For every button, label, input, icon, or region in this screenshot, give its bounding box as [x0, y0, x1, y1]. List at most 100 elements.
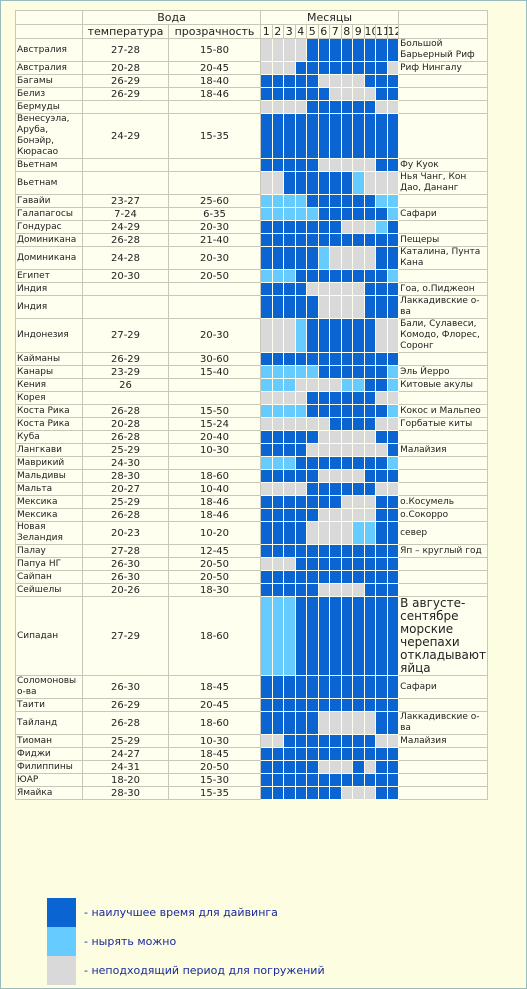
- month-cell: [363, 352, 376, 366]
- month-cell: [329, 220, 342, 234]
- month-cell: [317, 596, 330, 676]
- month-cell: [329, 233, 342, 247]
- temperature: [82, 100, 169, 114]
- month-cell: [329, 786, 342, 800]
- visibility: 30-60: [168, 352, 261, 366]
- row: Мексика 25-29 18-46 о.Косумель: [15, 495, 489, 509]
- country: Багамы: [15, 74, 83, 88]
- month-cell: [294, 596, 307, 676]
- country: Тайланд: [15, 711, 83, 735]
- month-cell: [260, 443, 273, 457]
- row: Галапагосы 7-24 6-35 Сафари: [15, 207, 489, 221]
- month-cell: [352, 87, 365, 101]
- month-cell: [386, 269, 400, 283]
- month-cell: [386, 544, 400, 558]
- month-cell: [294, 100, 307, 114]
- month-cell: [271, 773, 284, 787]
- month-cell: [306, 583, 319, 597]
- country: Кения: [15, 378, 83, 392]
- month-cell: [352, 61, 365, 75]
- month-cell: [271, 378, 284, 392]
- row: Кайманы 26-29 30-60: [15, 352, 489, 366]
- month-cell: [329, 74, 342, 88]
- month-cell: [317, 430, 330, 444]
- month-cell: [283, 773, 296, 787]
- note: [398, 773, 489, 787]
- month-cell: [294, 675, 307, 699]
- month-cell: [375, 295, 388, 319]
- month-cell: [375, 734, 388, 748]
- month-cell: [352, 233, 365, 247]
- month-cell: [375, 74, 388, 88]
- month-cell: [283, 38, 296, 62]
- month-cell: [363, 495, 376, 509]
- month-cell: [363, 469, 376, 483]
- note: Большой Барьерный Риф: [398, 38, 489, 62]
- month-cell: [283, 171, 296, 195]
- month-cell: [340, 544, 353, 558]
- month-cell: [386, 352, 400, 366]
- month-cell: [306, 698, 319, 712]
- row: Соломоновы о-ва 26-30 18-45 Сафари: [15, 675, 489, 699]
- country: Индонезия: [15, 318, 83, 353]
- country: Канары: [15, 365, 83, 379]
- country: Куба: [15, 430, 83, 444]
- month-cell: [329, 596, 342, 676]
- country: Индия: [15, 282, 83, 296]
- temperature: 26-28: [82, 233, 169, 247]
- month-cell: [306, 443, 319, 457]
- month-cell: [363, 171, 376, 195]
- month-cell: [271, 194, 284, 208]
- month-cell: [294, 295, 307, 319]
- month-cell: [352, 443, 365, 457]
- month-cell: [271, 675, 284, 699]
- month-cell: [386, 596, 400, 676]
- month-cell: [352, 113, 365, 159]
- month-cell: [306, 734, 319, 748]
- temperature: 7-24: [82, 207, 169, 221]
- month-cell: [352, 596, 365, 676]
- country: Бермуды: [15, 100, 83, 114]
- month-cell: [271, 295, 284, 319]
- month-cell: [352, 207, 365, 221]
- note: [398, 352, 489, 366]
- month-cell: [386, 508, 400, 522]
- visibility: [168, 391, 261, 405]
- month-cell: [260, 456, 273, 470]
- month-cell: [329, 295, 342, 319]
- month-cell: [294, 38, 307, 62]
- month-cell: [363, 482, 376, 496]
- month-cell: [271, 482, 284, 496]
- note: Пещеры: [398, 233, 489, 247]
- month-cell: [386, 365, 400, 379]
- country: Новая Зеландия: [15, 521, 83, 545]
- month-cell: [260, 675, 273, 699]
- month-cell: [340, 87, 353, 101]
- month-cell: [329, 269, 342, 283]
- month-cell: [352, 352, 365, 366]
- month-cell: [329, 443, 342, 457]
- month-cell: [329, 456, 342, 470]
- temperature: 20-26: [82, 583, 169, 597]
- month-cell: [306, 469, 319, 483]
- month-cell: [363, 675, 376, 699]
- month-cell: [294, 508, 307, 522]
- month-cell: [363, 61, 376, 75]
- month-cell: [271, 246, 284, 270]
- month-cell: [386, 194, 400, 208]
- month-cell: [294, 711, 307, 735]
- month-cell: [329, 391, 342, 405]
- visibility: 18-46: [168, 495, 261, 509]
- month-cell: [283, 246, 296, 270]
- visibility: 18-60: [168, 596, 261, 676]
- month-cell: [294, 521, 307, 545]
- month-cell: [283, 113, 296, 159]
- month-cell: [271, 171, 284, 195]
- month-cell: [363, 74, 376, 88]
- row: Венесуэла, Аруба, Бонэйр, Кюрасао 24-29 15…: [15, 113, 489, 159]
- month-cell: [294, 246, 307, 270]
- month-cell: [283, 760, 296, 774]
- month-cell: [386, 158, 400, 172]
- month-cell: [317, 698, 330, 712]
- country: Доминикана: [15, 233, 83, 247]
